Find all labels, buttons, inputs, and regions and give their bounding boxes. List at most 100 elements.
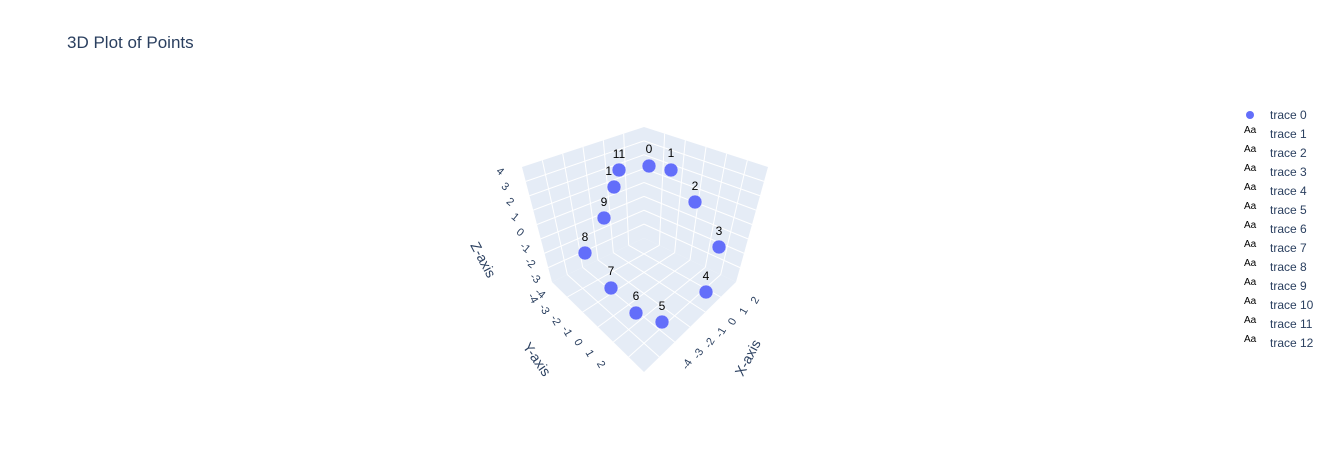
axis-tick-label: -1 (559, 324, 574, 338)
legend-item[interactable]: Aa trace 11 (1240, 315, 1338, 334)
legend-label: trace 6 (1270, 222, 1307, 236)
grid-line (602, 140, 614, 253)
axis-title: X-axis (731, 337, 763, 379)
legend-label: trace 1 (1270, 127, 1307, 141)
data-point (698, 284, 714, 300)
chart-title: 3D Plot of Points (67, 33, 194, 52)
data-label: 6 (633, 289, 640, 303)
legend-text-icon: Aa (1244, 258, 1257, 269)
data-label: 0 (646, 142, 653, 156)
legend-label: trace 12 (1270, 336, 1314, 350)
legend-item[interactable]: Aa trace 1 (1240, 125, 1338, 144)
axis-tick-label: -3 (691, 347, 706, 361)
axis-tick-label: 0 (514, 226, 526, 239)
axis-tick-label: -2 (548, 313, 563, 327)
grid-line (582, 252, 675, 313)
grid-line (613, 266, 706, 343)
grid-line (562, 153, 584, 268)
axis-tick-label: -3 (536, 302, 551, 316)
axis-tick-label: 0 (571, 337, 584, 348)
data-point (611, 162, 627, 178)
axis-tick-label: 1 (737, 306, 750, 317)
legend-text-icon: Aa (1244, 163, 1257, 174)
axis-tick-label: 2 (594, 359, 607, 370)
data-label: 3 (716, 224, 723, 238)
axis-tick-label: -4 (680, 357, 695, 371)
legend-marker-icon (1240, 106, 1262, 125)
axis-tick-label: -1 (517, 240, 532, 255)
axis-tick-label: 0 (726, 316, 739, 327)
grid-line (582, 146, 599, 261)
legend-text-icon: Aa (1244, 125, 1257, 136)
data-point (711, 239, 727, 255)
legend-text-icon: Aa (1244, 144, 1257, 155)
data-point (628, 305, 644, 321)
data-label: 8 (582, 230, 589, 244)
legend-label: trace 10 (1270, 298, 1314, 312)
legend-text-icon: Aa (1244, 315, 1257, 326)
legend-label: trace 4 (1270, 184, 1307, 198)
axis-tick-label: 2 (749, 295, 762, 306)
legend-text-icon: Aa (1244, 277, 1257, 288)
grid-line (541, 160, 568, 275)
legend-item[interactable]: Aa trace 4 (1240, 182, 1338, 201)
legend-label: trace 9 (1270, 279, 1307, 293)
floor-pane (552, 238, 736, 372)
legend-text-icon: Aa (1244, 182, 1257, 193)
legend-text-icon: Aa (1244, 201, 1257, 212)
axis-tick-label: 3 (499, 180, 511, 193)
axis-tick-label: -2 (522, 255, 537, 270)
axis-tick-label: 2 (504, 196, 516, 209)
legend-text-icon: Aa (1244, 334, 1257, 345)
legend-text-icon: Aa (1244, 220, 1257, 231)
legend-text-icon: Aa (1244, 239, 1257, 250)
legend-item[interactable]: Aa trace 9 (1240, 277, 1338, 296)
axis-tick-label: 1 (509, 211, 521, 224)
axis-tick-label: -2 (702, 336, 717, 350)
legend-label: trace 7 (1270, 241, 1307, 255)
legend-item[interactable]: Aa trace 10 (1240, 296, 1338, 315)
legend-item[interactable]: trace 0 (1240, 106, 1338, 125)
axis-tick-label: 4 (494, 165, 506, 178)
legend-item[interactable]: Aa trace 2 (1240, 144, 1338, 163)
data-point (687, 194, 703, 210)
axis-tick-label: -3 (527, 271, 542, 286)
data-label: 4 (703, 269, 710, 283)
grid-line (704, 153, 728, 268)
data-label: 9 (601, 195, 608, 209)
data-point (654, 314, 670, 330)
data-label: 5 (659, 299, 666, 313)
legend-text-icon: Aa (1244, 296, 1257, 307)
legend-item[interactable]: Aa trace 5 (1240, 201, 1338, 220)
data-point (663, 162, 679, 178)
legend-item[interactable]: Aa trace 6 (1240, 220, 1338, 239)
legend-label: trace 2 (1270, 146, 1307, 160)
data-point (641, 158, 657, 174)
legend-label: trace 5 (1270, 203, 1307, 217)
axis-title: Z-axis (467, 239, 499, 280)
legend[interactable]: trace 0 Aa trace 1 Aa trace 2 Aa trace 3 Aa trac… (1240, 106, 1338, 353)
data-point (606, 179, 622, 195)
axis-tick-label: 1 (583, 348, 596, 359)
axis-tick-label: -1 (714, 325, 729, 339)
grid-line (597, 259, 691, 328)
grid-line (567, 244, 660, 298)
grid-line (674, 140, 686, 253)
grid-line (623, 133, 630, 246)
legend-item[interactable]: Aa trace 12 (1240, 334, 1338, 353)
legend-label: trace 0 (1270, 108, 1307, 122)
legend-label: trace 8 (1270, 260, 1307, 274)
data-label: 1 (668, 146, 675, 160)
grid-line (658, 133, 666, 246)
axis-title: Y-axis (520, 339, 555, 379)
legend-item[interactable]: Aa trace 3 (1240, 163, 1338, 182)
legend-item[interactable]: Aa trace 8 (1240, 258, 1338, 277)
legend-label: trace 11 (1270, 317, 1313, 331)
data-point (596, 210, 612, 226)
data-label: 7 (608, 264, 615, 278)
data-label: 2 (692, 179, 699, 193)
legend-item[interactable]: Aa trace 7 (1240, 239, 1338, 258)
data-label: 11 (613, 147, 626, 161)
legend-label: trace 3 (1270, 165, 1307, 179)
